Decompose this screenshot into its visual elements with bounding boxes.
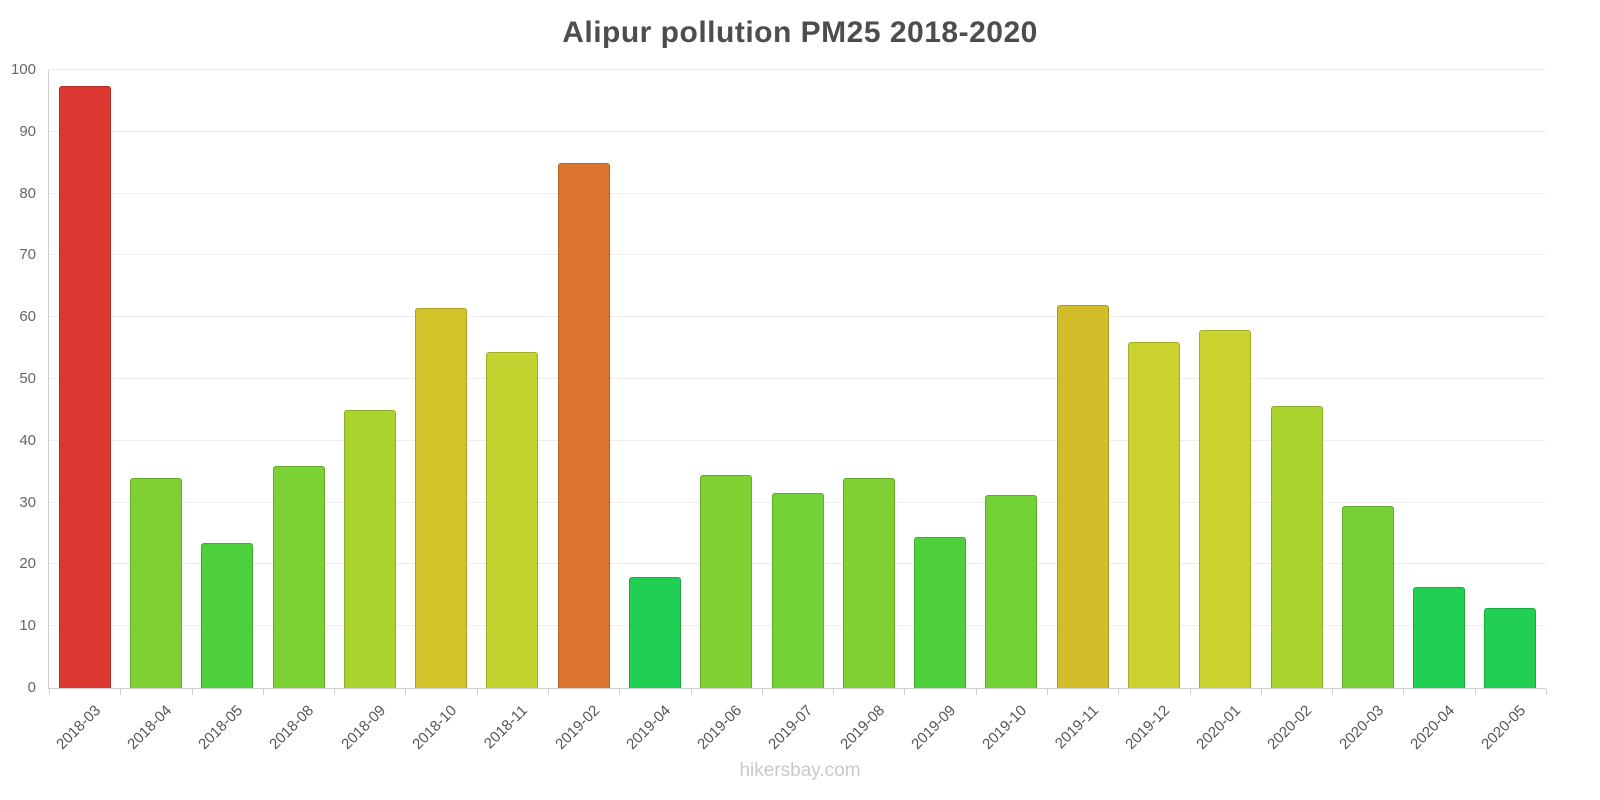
bar-2019-07[interactable] xyxy=(771,493,824,688)
y-tick-label-100: 100 xyxy=(10,61,36,78)
x-tick-label-2018-08: 2018-08 xyxy=(266,702,318,753)
bar-2018-04[interactable] xyxy=(129,477,182,688)
x-tick-label-2019-06: 2019-06 xyxy=(694,702,746,753)
x-tick-label-2019-10: 2019-10 xyxy=(979,702,1031,753)
x-tick-label-2018-11: 2018-11 xyxy=(481,702,532,753)
gridline-60 xyxy=(49,316,1546,318)
bar-2019-12[interactable] xyxy=(1127,341,1180,688)
x-tick-mark xyxy=(1403,689,1405,695)
x-tick-mark xyxy=(833,689,835,695)
x-tick-mark xyxy=(49,689,50,695)
gridline-90 xyxy=(49,130,1546,132)
x-tick-label-2018-05: 2018-05 xyxy=(195,702,247,753)
y-tick-label-90: 90 xyxy=(19,122,36,140)
x-tick-mark xyxy=(1332,689,1334,695)
bar-2020-03[interactable] xyxy=(1341,505,1394,688)
bar-2019-10[interactable] xyxy=(985,495,1038,688)
x-tick-label-2019-12: 2019-12 xyxy=(1122,702,1173,753)
gridline-40 xyxy=(49,439,1546,441)
x-tick-label-2019-04: 2019-04 xyxy=(623,702,674,753)
x-tick-mark xyxy=(191,689,193,695)
watermark: hikersbay.com xyxy=(739,760,861,781)
chart-title: Alipur pollution PM25 2018-2020 xyxy=(562,16,1038,49)
bar-2019-04[interactable] xyxy=(628,576,681,688)
bar-2018-03[interactable] xyxy=(58,86,111,688)
x-tick-mark xyxy=(120,689,122,695)
y-tick-label-20: 20 xyxy=(19,555,36,573)
x-tick-label-2018-10: 2018-10 xyxy=(409,702,461,753)
x-tick-mark xyxy=(761,689,763,695)
x-tick-label-2018-09: 2018-09 xyxy=(337,702,389,753)
x-tick-mark xyxy=(1546,689,1547,695)
y-tick-label-60: 60 xyxy=(19,308,36,326)
bar-2019-09[interactable] xyxy=(914,536,967,688)
y-tick-label-50: 50 xyxy=(19,370,36,387)
y-tick-label-40: 40 xyxy=(19,431,36,449)
x-tick-label-2019-02: 2019-02 xyxy=(551,702,603,753)
y-axis: 0 10 20 30 40 50 60 70 80 90 100 xyxy=(0,61,42,696)
x-tick-label-2019-07: 2019-07 xyxy=(765,702,817,753)
x-tick-mark xyxy=(1260,689,1262,695)
x-tick-label-2020-05: 2020-05 xyxy=(1478,702,1530,753)
x-tick-label-2019-08: 2019-08 xyxy=(836,702,888,753)
x-tick-mark xyxy=(1118,689,1120,695)
x-tick-mark xyxy=(334,689,336,695)
bar-2020-02[interactable] xyxy=(1270,406,1323,688)
x-tick-mark xyxy=(262,689,264,695)
y-tick-label-0: 0 xyxy=(27,679,36,696)
x-tick-mark xyxy=(548,689,549,695)
bar-2020-04[interactable] xyxy=(1413,586,1466,688)
gridline-70 xyxy=(49,254,1546,256)
x-tick-label-2020-01: 2020-01 xyxy=(1193,702,1245,753)
x-tick-label-2020-02: 2020-02 xyxy=(1264,702,1316,753)
y-tick-label-80: 80 xyxy=(19,184,36,202)
x-tick-mark xyxy=(904,689,906,695)
x-tick-label-2019-09: 2019-09 xyxy=(908,702,960,753)
y-tick-label-10: 10 xyxy=(19,617,36,635)
gridline-80 xyxy=(49,192,1546,194)
x-tick-label-2018-04: 2018-04 xyxy=(124,702,175,753)
gridline-50 xyxy=(49,378,1546,379)
x-tick-mark xyxy=(1047,689,1048,695)
x-tick-label-2020-03: 2020-03 xyxy=(1335,702,1387,753)
x-axis-labels: 2018-03 2018-04 2018-05 2018-08 2018-09 2018-… xyxy=(48,688,1545,758)
y-tick-label-30: 30 xyxy=(19,493,36,511)
x-tick-label-2020-04: 2020-04 xyxy=(1407,702,1459,753)
x-tick-mark xyxy=(690,689,692,695)
bar-2018-09[interactable] xyxy=(343,409,396,688)
bar-2019-08[interactable] xyxy=(842,477,895,688)
y-tick-label-70: 70 xyxy=(19,246,36,264)
bar-2019-11[interactable] xyxy=(1056,304,1109,688)
bar-2018-10[interactable] xyxy=(415,307,468,688)
bar-2019-02[interactable] xyxy=(557,162,610,688)
plot-area xyxy=(48,69,1547,695)
bar-2018-08[interactable] xyxy=(272,465,325,688)
x-tick-mark xyxy=(975,689,977,695)
x-tick-mark xyxy=(1189,689,1191,695)
x-tick-mark xyxy=(619,689,621,695)
bar-2019-06[interactable] xyxy=(700,474,753,688)
x-tick-label-2019-11: 2019-11 xyxy=(1051,702,1102,753)
bar-2020-05[interactable] xyxy=(1484,607,1537,688)
x-tick-mark xyxy=(1474,689,1476,695)
gridline-100 xyxy=(49,69,1546,70)
bar-2018-11[interactable] xyxy=(486,352,539,688)
x-tick-mark xyxy=(476,689,478,695)
bar-2018-05[interactable] xyxy=(201,542,254,688)
bar-2020-01[interactable] xyxy=(1199,329,1252,688)
x-tick-label-2018-03: 2018-03 xyxy=(52,702,104,753)
x-tick-mark xyxy=(405,689,407,695)
